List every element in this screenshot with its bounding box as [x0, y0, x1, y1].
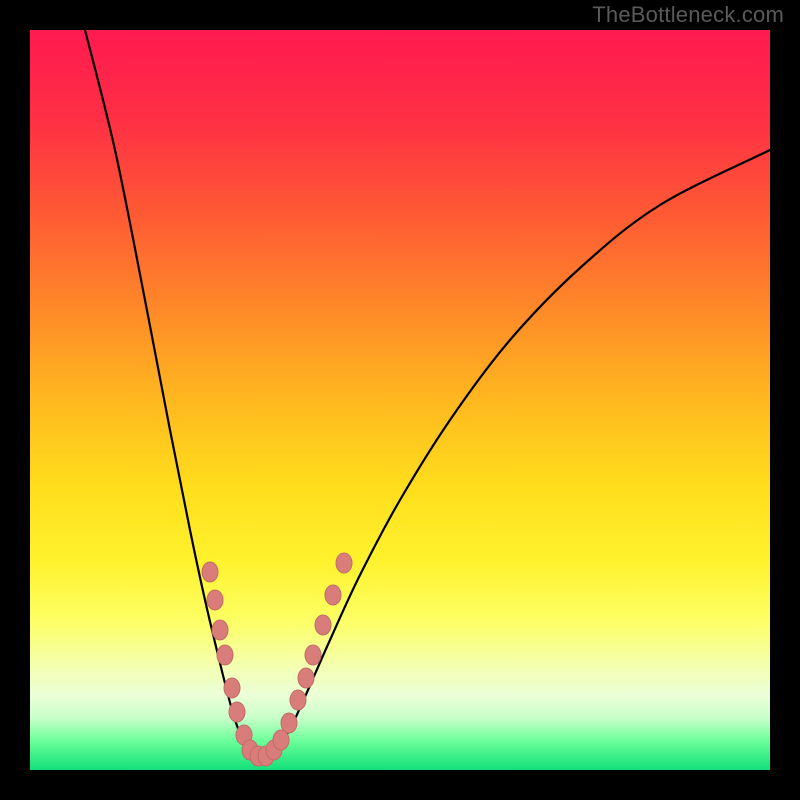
gradient-panel — [30, 30, 770, 770]
data-marker — [305, 645, 321, 665]
data-marker — [217, 645, 233, 665]
chart-svg — [0, 0, 800, 800]
data-marker — [229, 702, 245, 722]
data-marker — [325, 585, 341, 605]
data-marker — [212, 620, 228, 640]
data-marker — [315, 615, 331, 635]
data-marker — [298, 668, 314, 688]
watermark-text: TheBottleneck.com — [592, 2, 784, 28]
chart-root: TheBottleneck.com — [0, 0, 800, 800]
data-marker — [224, 678, 240, 698]
data-marker — [202, 562, 218, 582]
data-marker — [207, 590, 223, 610]
data-marker — [290, 690, 306, 710]
data-marker — [336, 553, 352, 573]
data-marker — [281, 713, 297, 733]
